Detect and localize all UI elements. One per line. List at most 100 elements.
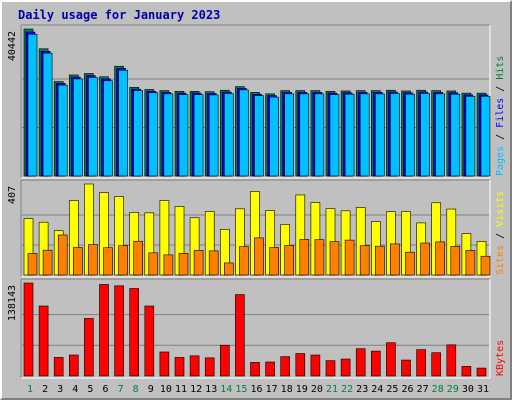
bar-pages bbox=[390, 93, 400, 177]
bar-kbytes bbox=[235, 294, 245, 377]
bar-pages bbox=[314, 93, 325, 177]
bar-pages bbox=[208, 94, 219, 177]
bar-kbytes bbox=[476, 367, 487, 377]
x-tick-label: 6 bbox=[102, 384, 108, 395]
bar-kbytes bbox=[69, 354, 79, 377]
panel-hits: 40442 Pages / Files / Hits bbox=[7, 24, 506, 179]
x-tick-label: 16 bbox=[250, 384, 262, 395]
bar-kbytes bbox=[174, 357, 185, 377]
bar-pages bbox=[163, 93, 174, 177]
legend-separator: / bbox=[495, 128, 506, 146]
bar-sites bbox=[465, 250, 476, 276]
bar-kbytes bbox=[129, 288, 139, 377]
legend-entry: Visits bbox=[495, 191, 506, 227]
bar-pages bbox=[299, 93, 310, 177]
bar-pages bbox=[178, 94, 189, 177]
bar-sites bbox=[405, 251, 415, 276]
bar-kbytes bbox=[401, 359, 411, 377]
bar-pages bbox=[284, 93, 295, 177]
legend-entry: Hits bbox=[495, 56, 506, 80]
bar-sites bbox=[314, 239, 325, 276]
axis-max-label: 407 bbox=[7, 186, 18, 204]
bar-sites bbox=[390, 243, 400, 276]
bar-pages bbox=[480, 96, 491, 177]
x-tick-label: 17 bbox=[266, 384, 278, 395]
series-kbytes bbox=[23, 282, 487, 377]
bar-pages bbox=[405, 93, 415, 177]
bar-kbytes bbox=[355, 348, 366, 377]
bar-sites bbox=[224, 262, 234, 276]
series-legend-label: Pages / Files / Hits bbox=[495, 56, 506, 176]
bar-kbytes bbox=[23, 282, 34, 377]
x-tick-label: 3 bbox=[57, 384, 63, 395]
x-tick-label: 10 bbox=[160, 384, 172, 395]
x-tick-label: 2 bbox=[42, 384, 48, 395]
axis-max-label: 40442 bbox=[7, 31, 18, 61]
bar-kbytes bbox=[38, 305, 49, 377]
bar-pages bbox=[374, 93, 385, 177]
series-sites bbox=[27, 234, 491, 276]
x-tick-label: 29 bbox=[447, 384, 459, 395]
bar-sites bbox=[329, 241, 340, 276]
x-tick-label: 12 bbox=[190, 384, 202, 395]
x-tick-label: 30 bbox=[462, 384, 474, 395]
bar-kbytes bbox=[280, 356, 291, 377]
bar-sites bbox=[374, 245, 385, 276]
bar-pages bbox=[57, 84, 68, 177]
bar-pages bbox=[359, 93, 370, 177]
series-legend-label: KBytes bbox=[495, 340, 506, 376]
bar-pages bbox=[435, 93, 446, 177]
panel-kbytes: 138143 KBytes bbox=[7, 278, 506, 379]
bar-pages bbox=[88, 77, 98, 177]
bar-sites bbox=[27, 253, 38, 276]
x-tick-label: 18 bbox=[281, 384, 293, 395]
x-tick-label: 14 bbox=[220, 384, 232, 395]
x-tick-label: 19 bbox=[296, 384, 308, 395]
bar-pages bbox=[269, 96, 279, 177]
x-tick-label: 7 bbox=[118, 384, 124, 395]
bar-kbytes bbox=[295, 353, 306, 377]
x-tick-label: 8 bbox=[133, 384, 139, 395]
bar-sites bbox=[480, 255, 491, 276]
bar-kbytes bbox=[446, 344, 457, 377]
bar-pages bbox=[254, 95, 264, 177]
x-tick-label: 20 bbox=[311, 384, 323, 395]
legend-entry: Sites bbox=[495, 245, 506, 275]
bar-kbytes bbox=[461, 366, 472, 377]
x-tick-label: 11 bbox=[175, 384, 187, 395]
x-tick-label: 23 bbox=[356, 384, 368, 395]
bar-pages bbox=[27, 33, 38, 177]
x-tick-label: 13 bbox=[205, 384, 217, 395]
bar-sites bbox=[42, 249, 53, 276]
bar-sites bbox=[269, 247, 279, 276]
bar-pages bbox=[344, 93, 355, 177]
bar-pages bbox=[420, 93, 430, 177]
bar-sites bbox=[450, 246, 461, 276]
bar-kbytes bbox=[189, 355, 200, 377]
legend-entry: Files bbox=[495, 98, 506, 128]
bar-kbytes bbox=[416, 349, 426, 377]
bar-kbytes bbox=[250, 362, 260, 377]
bar-pages bbox=[42, 52, 53, 177]
bar-sites bbox=[284, 245, 295, 276]
legend-entry: Pages bbox=[495, 146, 506, 176]
bar-sites bbox=[88, 244, 98, 276]
bar-pages bbox=[118, 69, 128, 177]
bar-pages bbox=[224, 93, 234, 177]
x-tick-label: 22 bbox=[341, 384, 353, 395]
legend-separator: / bbox=[495, 80, 506, 98]
bar-kbytes bbox=[340, 358, 351, 377]
x-tick-label: 15 bbox=[235, 384, 247, 395]
panel-background bbox=[21, 279, 490, 378]
bar-sites bbox=[254, 237, 264, 276]
x-tick-label: 21 bbox=[326, 384, 338, 395]
series-pages bbox=[27, 33, 491, 177]
bar-kbytes bbox=[159, 351, 170, 377]
bar-pages bbox=[148, 92, 159, 177]
x-tick-label: 5 bbox=[87, 384, 93, 395]
bar-kbytes bbox=[265, 361, 275, 377]
bar-sites bbox=[118, 245, 128, 276]
bar-sites bbox=[208, 250, 219, 276]
legend-separator: / bbox=[495, 227, 506, 245]
bar-kbytes bbox=[220, 344, 230, 377]
